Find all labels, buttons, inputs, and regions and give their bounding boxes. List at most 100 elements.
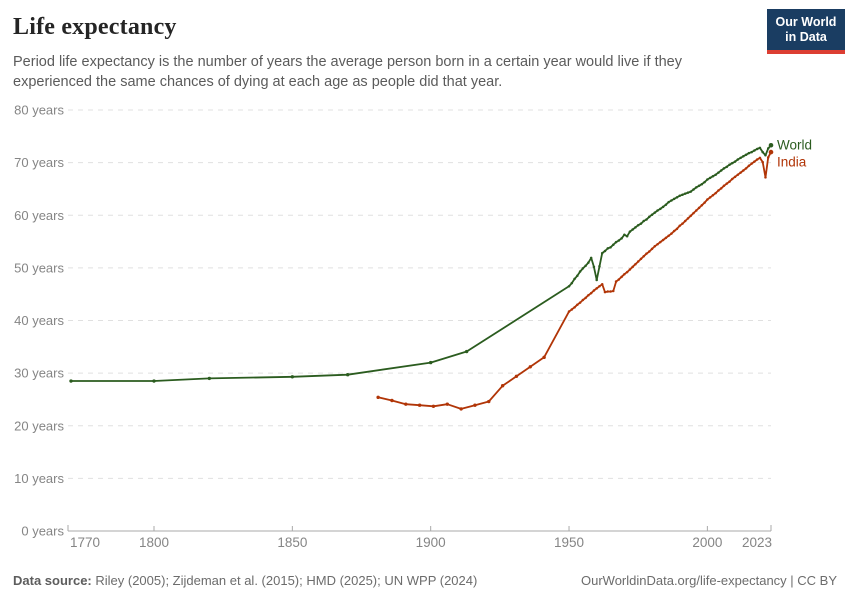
data-point-world[interactable] [728,163,731,166]
data-point-world[interactable] [753,149,756,152]
data-point-india[interactable] [742,169,745,172]
data-point-world[interactable] [623,233,626,236]
data-point-india[interactable] [445,402,449,406]
data-point-world[interactable] [625,235,629,238]
data-point-india[interactable] [431,404,436,408]
data-point-india[interactable] [661,238,665,242]
data-point-world[interactable] [719,169,723,172]
data-point-india[interactable] [500,384,505,388]
data-point-world[interactable] [290,375,295,379]
data-point-india[interactable] [576,303,579,306]
data-point-india[interactable] [650,247,654,251]
series-end-label-world[interactable]: World [777,137,812,152]
data-point-india[interactable] [617,278,621,281]
data-point-world[interactable] [761,150,764,154]
data-point-world[interactable] [620,237,623,240]
data-point-world[interactable] [739,156,742,160]
data-point-india[interactable] [653,245,657,248]
data-point-india[interactable] [700,204,704,207]
data-point-india[interactable] [609,290,612,293]
data-point-india[interactable] [589,291,593,295]
data-point-world[interactable] [589,256,593,260]
data-point-india[interactable] [678,224,681,228]
data-point-india[interactable] [672,229,676,233]
data-point-world[interactable] [672,197,676,201]
data-point-india[interactable] [473,403,477,407]
data-point-india[interactable] [631,265,634,269]
data-point-world[interactable] [711,175,715,178]
data-point-india[interactable] [728,180,731,183]
data-point-india[interactable] [645,252,648,255]
series-line-world[interactable] [70,144,772,382]
data-point-world[interactable] [584,264,587,268]
data-point-world[interactable] [764,154,767,157]
data-point-india[interactable] [681,222,684,225]
data-point-world[interactable] [570,281,574,285]
data-point-world[interactable] [578,270,582,273]
data-point-world[interactable] [670,199,673,202]
data-point-world[interactable] [207,376,212,381]
data-point-india[interactable] [404,402,408,406]
data-point-india[interactable] [573,306,576,309]
data-point-india[interactable] [733,175,737,179]
data-point-india[interactable] [587,293,590,297]
series-end-label-india[interactable]: India [777,154,807,169]
data-point-india[interactable] [697,206,701,210]
data-point-india[interactable] [758,156,762,160]
data-point-world[interactable] [642,219,645,223]
data-point-india[interactable] [683,219,687,223]
data-point-india[interactable] [595,287,598,290]
data-point-world[interactable] [612,243,615,246]
data-point-india[interactable] [581,298,585,302]
data-point-india[interactable] [692,211,695,215]
data-point-world[interactable] [650,213,654,216]
data-point-india[interactable] [711,194,715,197]
data-point-india[interactable] [695,209,698,212]
data-point-world[interactable] [603,249,607,253]
data-point-world[interactable] [667,200,670,204]
data-point-india[interactable] [731,177,734,181]
data-point-india[interactable] [766,156,770,159]
data-point-world[interactable] [700,182,704,186]
data-point-india[interactable] [592,289,596,292]
data-point-india[interactable] [634,262,637,266]
data-point-world[interactable] [755,147,759,151]
data-point-india[interactable] [614,280,618,283]
data-point-world[interactable] [69,379,73,383]
data-point-india[interactable] [620,275,623,279]
data-point-world[interactable] [567,285,571,288]
data-point-india[interactable] [764,176,767,179]
data-point-world[interactable] [708,176,712,180]
data-point-world[interactable] [609,246,612,249]
data-point-world[interactable] [695,186,698,189]
data-point-world[interactable] [744,153,748,156]
data-point-india[interactable] [578,301,582,304]
data-point-world[interactable] [152,379,156,383]
data-point-world[interactable] [678,194,681,198]
data-point-world[interactable] [631,228,634,231]
data-point-india[interactable] [612,289,615,293]
data-point-india[interactable] [717,189,720,192]
data-point-world[interactable] [639,222,643,225]
data-point-india[interactable] [750,162,753,165]
data-point-india[interactable] [753,160,756,163]
data-point-india[interactable] [761,160,764,164]
data-point-india[interactable] [567,310,571,313]
data-point-india[interactable] [623,272,626,276]
data-point-india[interactable] [755,158,759,161]
data-point-world[interactable] [636,223,640,227]
data-point-india[interactable] [768,149,774,155]
data-point-world[interactable] [689,190,693,193]
data-point-india[interactable] [390,398,394,403]
data-point-india[interactable] [725,182,728,185]
data-point-world[interactable] [645,218,648,221]
data-point-india[interactable] [542,355,546,360]
data-point-world[interactable] [675,196,679,199]
data-point-world[interactable] [648,215,651,219]
data-point-india[interactable] [714,191,717,195]
data-point-world[interactable] [768,142,774,148]
data-point-world[interactable] [606,247,610,250]
data-point-india[interactable] [636,260,640,263]
data-point-world[interactable] [736,158,740,161]
